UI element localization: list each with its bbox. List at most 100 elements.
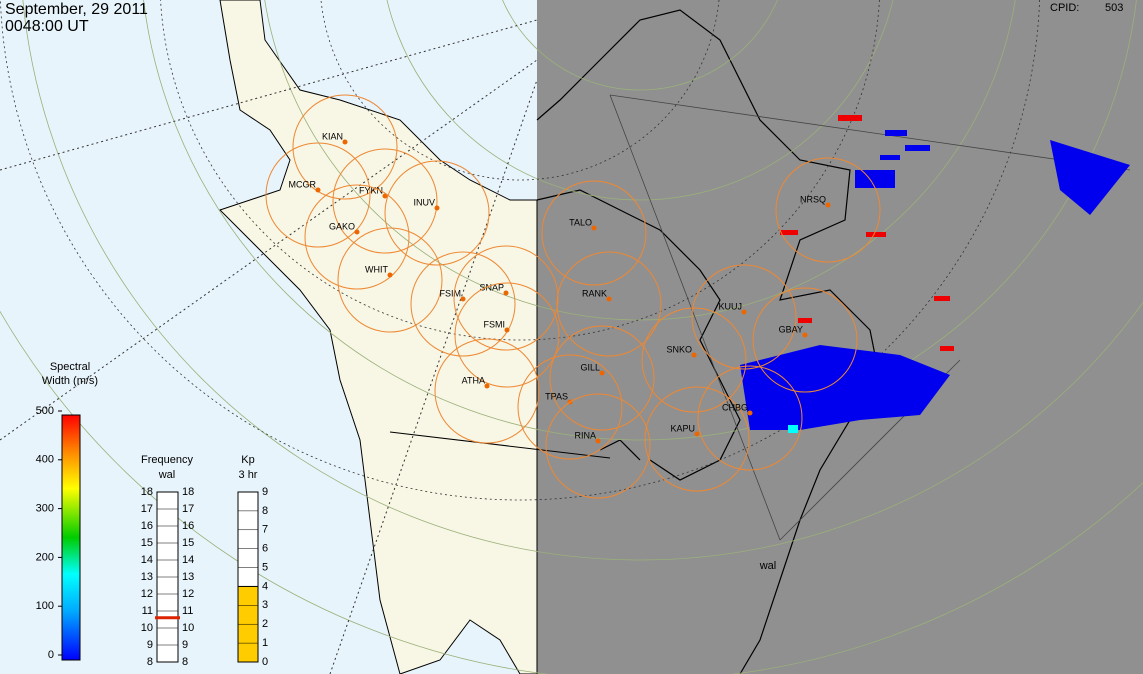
station-dot xyxy=(747,410,753,416)
station-fov xyxy=(556,251,662,357)
tick-label: 12 xyxy=(182,588,194,600)
tick-label: 17 xyxy=(141,503,153,515)
tick-label: 10 xyxy=(141,622,153,634)
station-dot xyxy=(694,431,700,437)
station-label: TALO xyxy=(569,217,592,227)
tick-label: 0 xyxy=(48,649,54,661)
tick-label: 14 xyxy=(141,554,153,566)
tick-label: 8 xyxy=(182,656,188,668)
station-fov xyxy=(292,94,398,200)
station-label: TPAS xyxy=(545,391,568,401)
tick-label: 9 xyxy=(182,639,188,651)
station-label: GAKO xyxy=(329,221,355,231)
tick-label: 16 xyxy=(141,520,153,532)
tick-label: 14 xyxy=(182,554,194,566)
cpid-label: CPID: xyxy=(1050,2,1079,14)
legend-title: 3 hr xyxy=(239,469,258,481)
station-label: RANK xyxy=(582,288,607,298)
station-fov xyxy=(752,287,858,393)
station-dot xyxy=(691,352,697,358)
station-label: WHIT xyxy=(365,264,388,274)
land-west xyxy=(219,0,538,674)
station-label: KIAN xyxy=(322,131,343,141)
tick-label: 8 xyxy=(147,656,153,668)
tick-label: 15 xyxy=(141,537,153,549)
tick-label: 0 xyxy=(262,656,268,668)
station-fov xyxy=(541,180,647,286)
tick-label: 10 xyxy=(182,622,194,634)
legend-title: Width (m/s) xyxy=(42,375,98,387)
station-fov xyxy=(641,307,747,413)
scatter xyxy=(740,115,1130,433)
station-dot xyxy=(825,202,831,208)
tick-label: 6 xyxy=(262,543,268,555)
station-fov xyxy=(545,393,651,499)
tick-label: 9 xyxy=(147,639,153,651)
legend-title: Frequency xyxy=(141,454,193,466)
tick-label: 17 xyxy=(182,503,194,515)
tick-label: 13 xyxy=(141,571,153,583)
tick-label: 16 xyxy=(182,520,194,532)
tick-label: 4 xyxy=(262,580,268,592)
legend-title: Kp xyxy=(241,454,254,466)
station-fov xyxy=(775,157,881,263)
station-label: MCGR xyxy=(289,179,317,189)
station-fov xyxy=(304,184,410,290)
station-label: GBAY xyxy=(779,324,803,334)
station-fov xyxy=(410,251,516,357)
station-dot xyxy=(595,438,601,444)
night-side xyxy=(537,0,1143,674)
station-dot xyxy=(342,139,348,145)
tick-label: 400 xyxy=(36,454,54,466)
tick-label: 18 xyxy=(182,486,194,498)
station-fov xyxy=(697,365,803,471)
station-fov xyxy=(454,282,560,388)
tick-label: 18 xyxy=(141,486,153,498)
station-dot xyxy=(434,205,440,211)
color-bar xyxy=(61,414,81,661)
station-label: FYKN xyxy=(359,185,383,195)
station-label: FSIM xyxy=(440,288,462,298)
station-dot xyxy=(599,370,605,376)
station-label: KUUJ xyxy=(718,301,742,311)
tick-label: 200 xyxy=(36,551,54,563)
station-fov xyxy=(644,386,750,492)
station-dot xyxy=(503,290,509,296)
station-fov xyxy=(434,338,540,444)
station-dot xyxy=(591,225,597,231)
tick-label: 7 xyxy=(262,524,268,536)
tick-label: 5 xyxy=(262,561,268,573)
station-dot xyxy=(606,296,612,302)
station-dot xyxy=(460,296,466,302)
station-fov xyxy=(384,160,490,266)
station-dot xyxy=(484,383,490,389)
station-dot xyxy=(741,309,747,315)
station-label: SNKO xyxy=(666,344,692,354)
station-label: INUV xyxy=(413,197,435,207)
station-dot xyxy=(315,187,321,193)
station-label: NRSQ xyxy=(800,194,826,204)
station-dot xyxy=(387,272,393,278)
station-label: GILL xyxy=(580,362,600,372)
station-fov xyxy=(453,245,559,351)
station-dot xyxy=(382,193,388,199)
cpid: 503 xyxy=(1105,2,1123,14)
tick-label: 1 xyxy=(262,637,268,649)
station-fov xyxy=(337,227,443,333)
tick-label: 13 xyxy=(182,571,194,583)
station-dot xyxy=(504,327,510,333)
legend-title: Spectral xyxy=(50,361,90,373)
tick-label: 12 xyxy=(141,588,153,600)
station-label: CHBG xyxy=(722,402,748,412)
tick-label: 3 xyxy=(262,599,268,611)
station-fov xyxy=(517,354,623,460)
legend-title: wal xyxy=(158,469,176,481)
tick-label: 500 xyxy=(36,405,54,417)
tick-label: 11 xyxy=(142,605,153,617)
radar-label: wal xyxy=(759,560,777,572)
time: 0048:00 UT xyxy=(5,18,89,35)
station-label: RINA xyxy=(574,430,596,440)
tick-label: 2 xyxy=(262,618,268,630)
